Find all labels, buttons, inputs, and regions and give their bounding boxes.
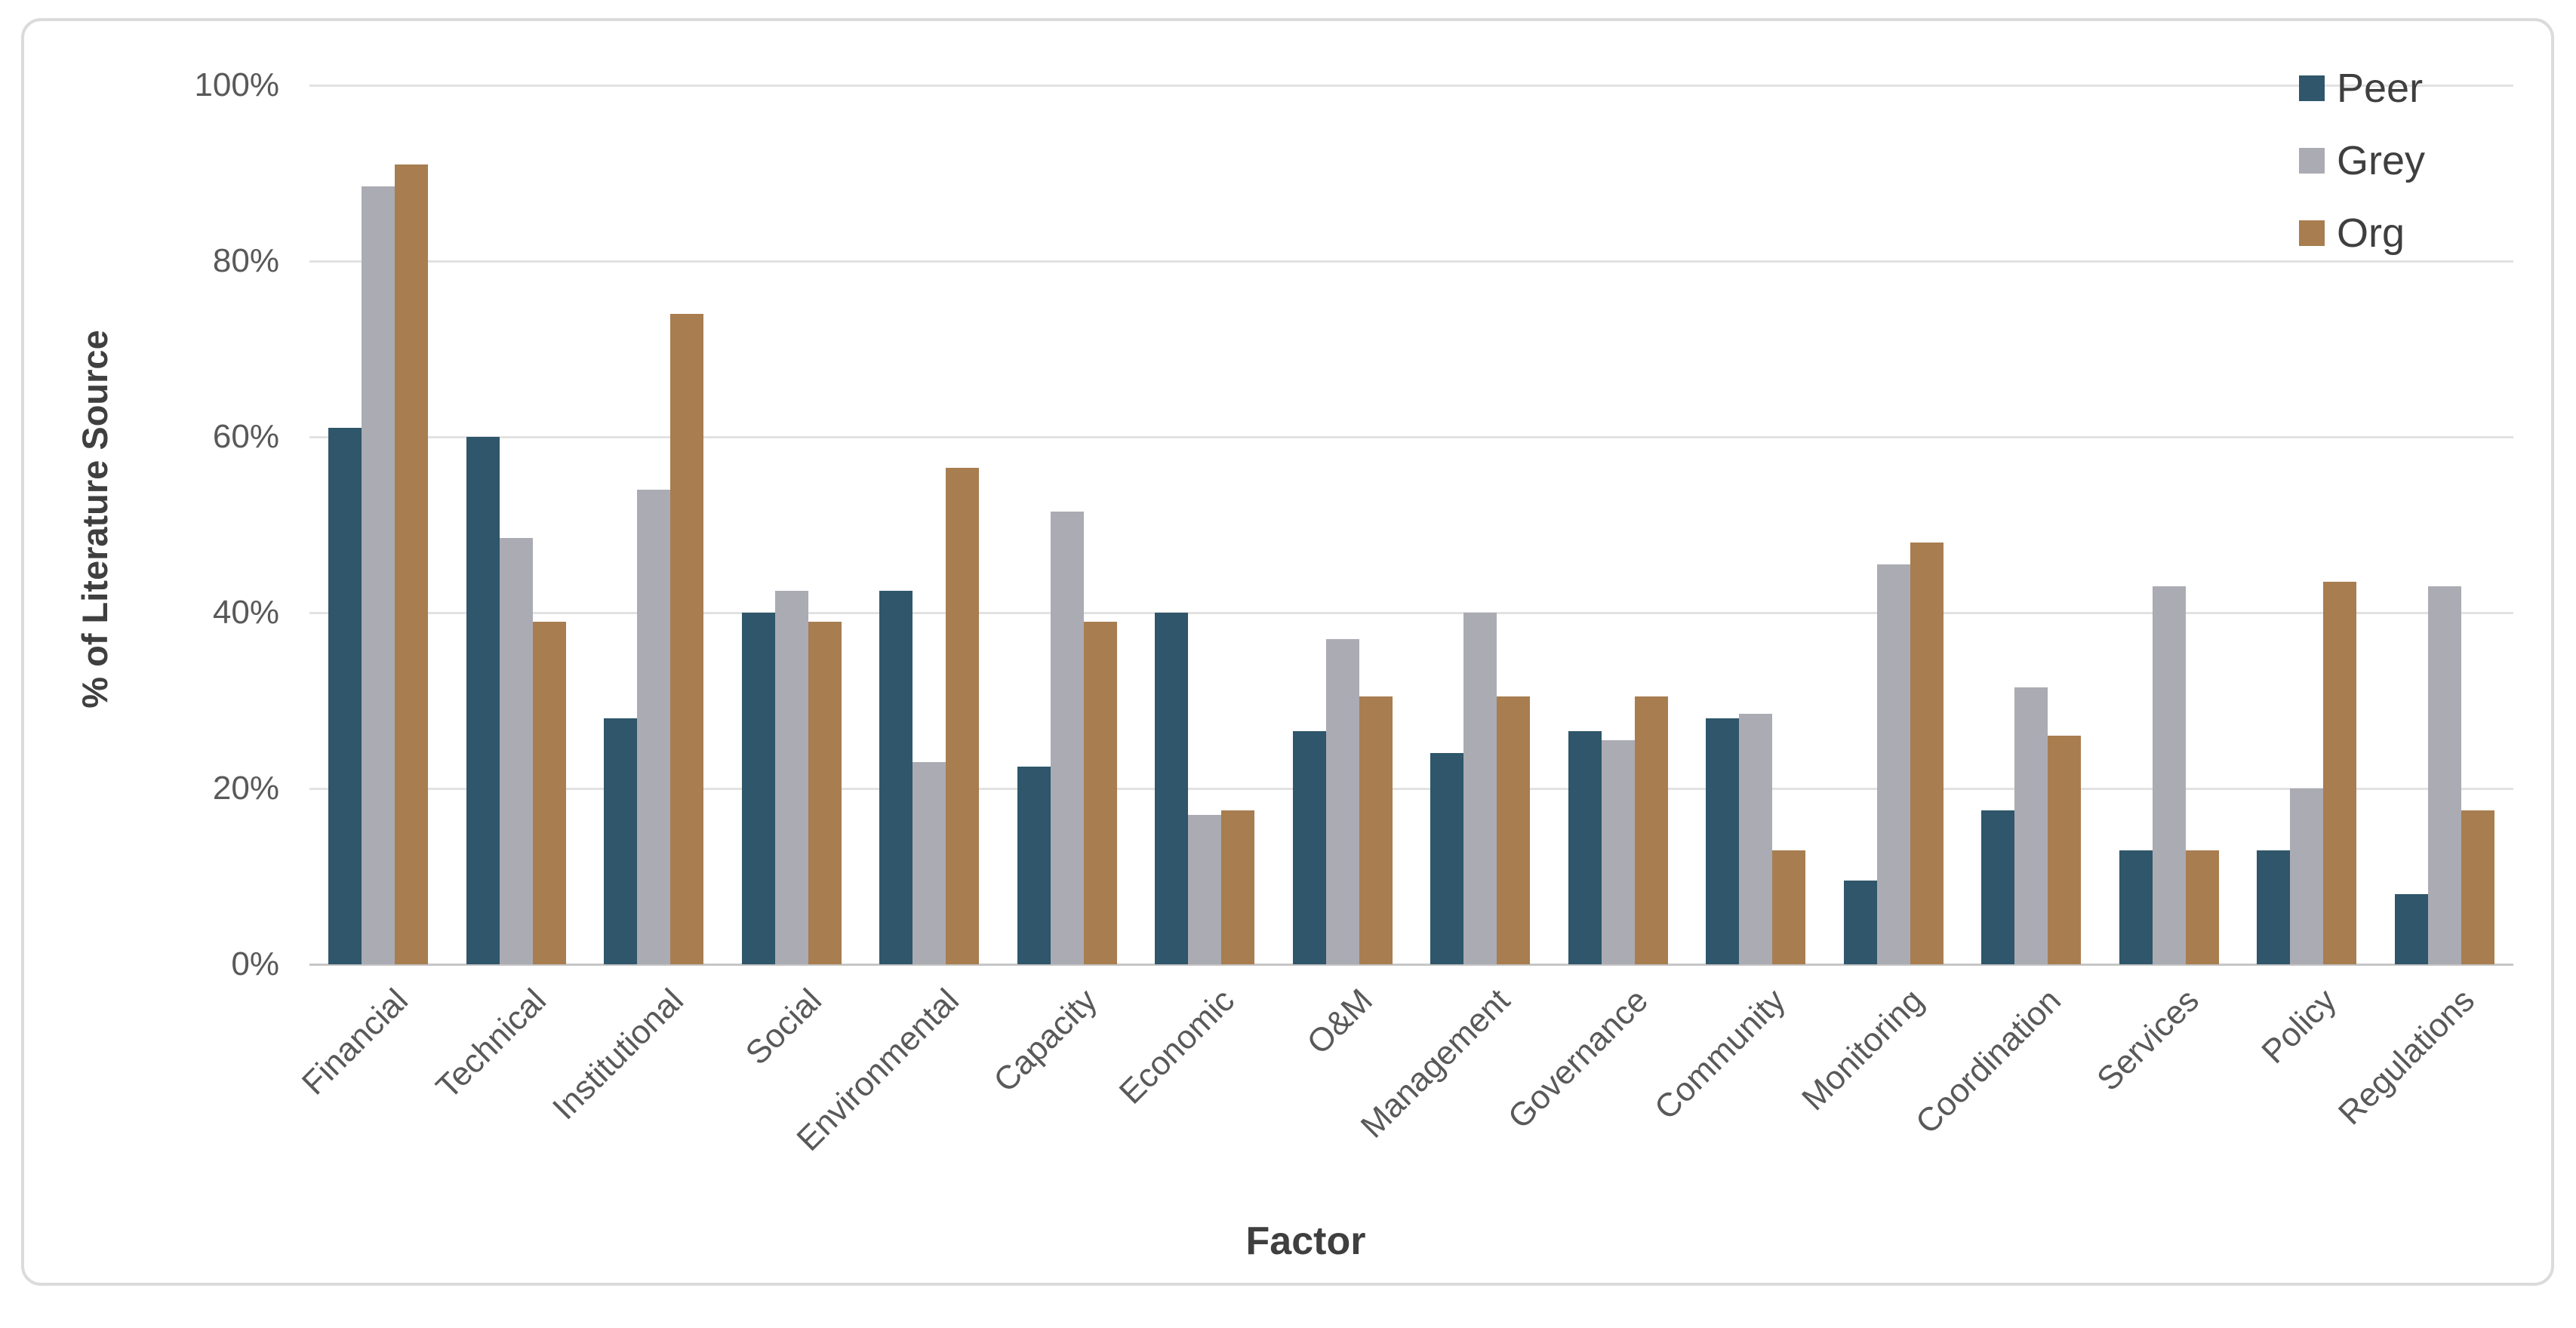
bar-org-community (1772, 850, 1806, 964)
bar-org-coordination (2048, 736, 2082, 964)
legend-swatch-grey (2299, 148, 2325, 174)
legend-label: Peer (2337, 66, 2424, 111)
bar-peer-management (1430, 753, 1464, 964)
bar-peer-environmental (879, 590, 913, 964)
bar-grey-coordination (2014, 687, 2048, 964)
bar-org-social (808, 621, 842, 964)
bar-org-economic (1221, 810, 1255, 964)
legend-item-grey: Grey (2299, 136, 2425, 186)
bar-grey-environmental (913, 762, 946, 964)
bar-grey-community (1739, 713, 1773, 964)
bar-org-services (2185, 850, 2219, 964)
gridline (309, 787, 2513, 790)
bar-peer-regulations (2394, 893, 2428, 964)
bar-peer-community (1706, 718, 1740, 964)
legend-swatch-org (2299, 220, 2325, 246)
bar-grey-policy (2290, 788, 2324, 964)
bar-grey-financial (362, 186, 395, 964)
legend-swatch-peer (2299, 75, 2325, 101)
bar-peer-technical (466, 437, 500, 964)
bar-org-monitoring (1910, 542, 1944, 964)
bar-org-technical (532, 621, 566, 964)
y-axis-title: % of Literature Source (75, 330, 115, 709)
bar-org-regulations (2461, 810, 2494, 964)
bar-org-environmental (946, 467, 980, 964)
gridline (309, 435, 2513, 438)
bar-grey-monitoring (1876, 564, 1910, 964)
bar-peer-o-m (1292, 731, 1326, 964)
legend-item-org: Org (2299, 208, 2425, 258)
bar-grey-institutional (637, 489, 671, 964)
bar-peer-financial (328, 428, 362, 964)
bar-grey-capacity (1050, 512, 1084, 964)
y-tick-label: 0% (231, 945, 279, 982)
bar-peer-institutional (604, 718, 638, 964)
bar-grey-o-m (1325, 638, 1359, 964)
legend-label: Grey (2337, 138, 2426, 183)
y-tick-label: 60% (212, 418, 279, 455)
bar-org-management (1497, 696, 1531, 964)
chart-frame (21, 18, 2554, 1286)
x-axis-title: Factor (1245, 1219, 1366, 1263)
bar-grey-social (774, 590, 808, 964)
gridline (309, 611, 2513, 614)
legend-label: Org (2337, 211, 2405, 256)
y-tick-label: 80% (212, 242, 279, 279)
bar-org-o-m (1359, 696, 1393, 964)
legend: Peer Grey Org (2299, 63, 2425, 258)
bar-org-financial (395, 164, 429, 964)
bar-grey-regulations (2427, 586, 2461, 964)
gridline (309, 84, 2513, 87)
bar-peer-economic (1155, 613, 1189, 964)
y-tick-label: 40% (212, 594, 279, 631)
y-tick-label: 20% (212, 770, 279, 807)
bar-grey-economic (1188, 814, 1222, 964)
bar-org-institutional (670, 313, 704, 964)
bar-org-capacity (1083, 621, 1117, 964)
bar-peer-capacity (1017, 766, 1051, 964)
bar-peer-monitoring (1843, 881, 1877, 964)
bar-peer-services (2119, 850, 2153, 964)
bar-peer-governance (1568, 731, 1602, 964)
legend-item-peer: Peer (2299, 63, 2425, 113)
bar-org-governance (1634, 696, 1668, 964)
bar-grey-services (2152, 586, 2186, 964)
bar-peer-coordination (1981, 810, 2015, 964)
x-axis-line (309, 963, 2513, 966)
bar-grey-technical (499, 537, 533, 964)
gridline (309, 260, 2513, 263)
bar-grey-governance (1601, 739, 1635, 964)
bar-org-policy (2323, 582, 2357, 964)
bar-grey-management (1463, 613, 1497, 964)
bar-peer-social (741, 613, 775, 964)
y-tick-label: 100% (194, 66, 279, 103)
bar-peer-policy (2257, 850, 2291, 964)
